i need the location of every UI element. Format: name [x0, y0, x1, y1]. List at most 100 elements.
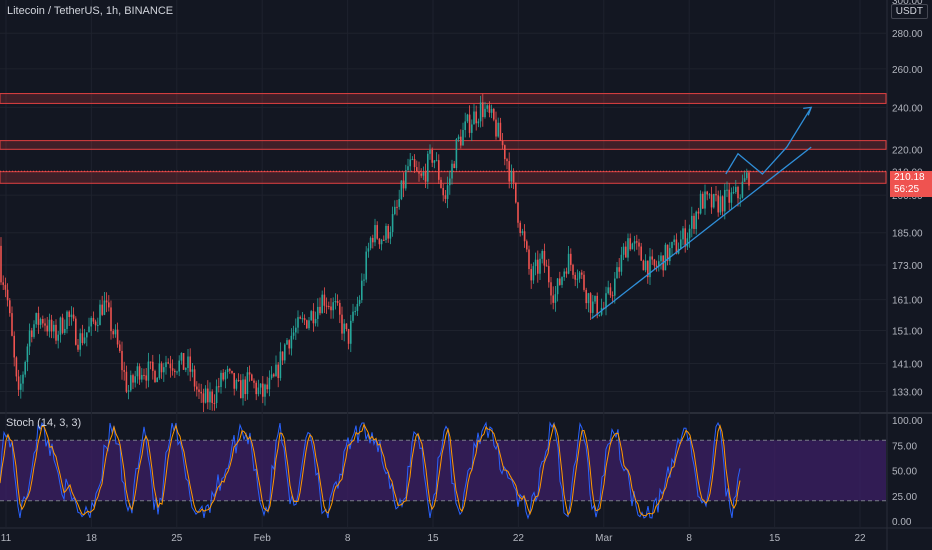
time-tick-label[interactable]: 22 — [854, 533, 866, 544]
candle-body — [350, 320, 352, 344]
candle-body — [42, 319, 44, 324]
price-tick-label[interactable]: 151.00 — [892, 326, 923, 337]
candle-body — [105, 300, 108, 303]
time-tick-label[interactable]: 25 — [171, 533, 183, 544]
candle-body — [746, 172, 748, 179]
candle-body — [625, 246, 627, 258]
time-tick-label[interactable]: 8 — [345, 533, 351, 544]
time-tick-label[interactable]: Mar — [595, 533, 613, 544]
stoch-tick-label[interactable]: 0.00 — [892, 517, 912, 528]
candle-body — [539, 258, 541, 274]
candle-body — [86, 332, 88, 338]
candle-body — [191, 369, 194, 372]
candle-body — [295, 327, 297, 333]
candle-body — [455, 139, 458, 169]
candle-body — [70, 314, 73, 318]
candle-body — [11, 313, 13, 336]
price-tick-label[interactable]: 161.00 — [892, 296, 923, 307]
candle-body — [609, 287, 612, 296]
price-tick-label[interactable]: 141.00 — [892, 359, 923, 370]
candle-body — [435, 160, 438, 162]
candle-body — [389, 232, 392, 239]
symbol-title[interactable]: Litecoin / TetherUS, 1h, BINANCE — [7, 5, 174, 17]
stoch-tick-label[interactable]: 25.00 — [892, 492, 917, 503]
candle-body — [369, 237, 372, 249]
stoch-indicator-label[interactable]: Stoch (14, 3, 3) — [6, 417, 82, 429]
candle-body — [726, 189, 728, 191]
candle-body — [251, 374, 253, 381]
candle-body — [642, 260, 645, 271]
time-tick-label[interactable]: 15 — [769, 533, 781, 544]
candle-body — [169, 363, 172, 369]
time-tick-label[interactable]: 22 — [513, 533, 525, 544]
candle-body — [713, 194, 715, 208]
candle-body — [444, 195, 447, 199]
candle-body — [561, 277, 563, 285]
candle-body — [424, 171, 427, 182]
candle-body — [237, 380, 240, 382]
candle-body — [675, 239, 678, 254]
price-tick-label[interactable]: 280.00 — [892, 29, 923, 40]
stoch-tick-label[interactable]: 50.00 — [892, 467, 917, 478]
candle-body — [35, 313, 37, 325]
candle-body — [110, 307, 112, 332]
candle-body — [273, 374, 275, 377]
candle-body — [585, 289, 587, 304]
price-tick-label[interactable]: 133.00 — [892, 388, 923, 399]
time-tick-label[interactable]: 15 — [427, 533, 439, 544]
resistance-zones[interactable] — [0, 93, 887, 184]
candle-body — [550, 282, 552, 296]
candle-body — [246, 372, 249, 395]
candle-body — [226, 368, 229, 372]
candle-body — [405, 170, 407, 189]
candle-body — [361, 280, 363, 301]
candle-body — [50, 319, 53, 332]
price-tick-label[interactable]: 185.00 — [892, 229, 923, 240]
candle-body — [13, 335, 15, 358]
candle-body — [486, 105, 488, 109]
candle-body — [136, 366, 139, 377]
candle-body — [0, 245, 2, 283]
candle-body — [563, 271, 565, 278]
candle-body — [365, 251, 367, 280]
candle-body — [367, 248, 370, 252]
candle-body — [457, 136, 460, 140]
candle-body — [638, 242, 640, 247]
candle-body — [735, 186, 737, 193]
time-tick-label[interactable]: 11 — [1, 533, 12, 544]
axes[interactable]: 300.00280.00260.00240.00220.00210.00200.… — [1, 0, 923, 544]
time-tick-label[interactable]: 18 — [86, 533, 98, 544]
stoch-tick-label[interactable]: 100.00 — [892, 416, 923, 427]
candle-body — [229, 368, 231, 371]
stoch-tick-label[interactable]: 75.00 — [892, 441, 917, 452]
candle-body — [138, 366, 141, 380]
candle-body — [420, 173, 422, 176]
time-tick-label[interactable]: 8 — [686, 533, 692, 544]
candle-body — [257, 387, 260, 395]
candle-body — [297, 317, 299, 328]
price-tick-label[interactable]: 240.00 — [892, 103, 923, 114]
price-tick-label[interactable]: 300.00 — [892, 0, 923, 7]
candle-body — [526, 241, 528, 250]
candle-body — [259, 383, 262, 388]
candle-body — [328, 306, 330, 308]
price-tick-label[interactable]: 260.00 — [892, 65, 923, 76]
candle-body — [541, 250, 543, 259]
price-tick-label[interactable]: 220.00 — [892, 145, 923, 156]
candle-body — [508, 161, 510, 182]
candle-body — [81, 333, 84, 344]
candle-body — [521, 231, 524, 234]
price-tick-label[interactable]: 173.00 — [892, 261, 923, 272]
candle-body — [719, 196, 722, 213]
currency-button[interactable]: USDT — [890, 4, 928, 19]
time-tick-label[interactable]: Feb — [254, 533, 272, 544]
candle-body — [9, 300, 11, 314]
candle-body — [484, 108, 486, 118]
candle-body — [728, 189, 730, 203]
drawings[interactable] — [0, 106, 886, 320]
candle-body — [134, 376, 136, 383]
candle-body — [640, 246, 642, 261]
candle-body — [618, 267, 620, 272]
